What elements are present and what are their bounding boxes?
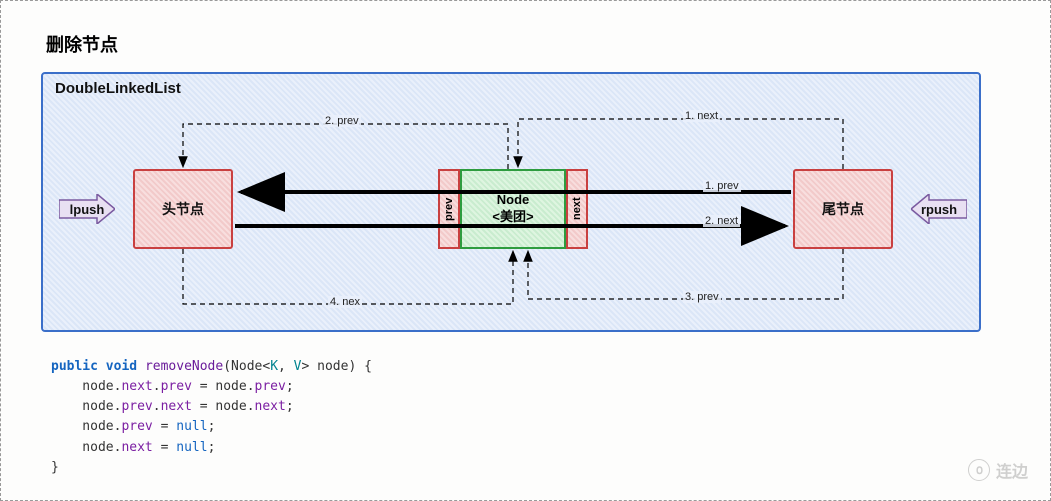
kw-public: public bbox=[51, 359, 98, 374]
l1f: prev bbox=[255, 379, 286, 394]
head-node-label: 头节点 bbox=[162, 199, 204, 219]
l1d: prev bbox=[161, 379, 192, 394]
sig-close: > node) { bbox=[302, 359, 372, 374]
l1e: = node. bbox=[192, 379, 255, 394]
edge-label-2-prev: 2. prev bbox=[323, 115, 361, 127]
l2b: prev bbox=[121, 399, 152, 414]
type-k: K bbox=[270, 359, 278, 374]
l3c: = bbox=[153, 419, 176, 434]
rpush-label: rpush bbox=[921, 202, 957, 217]
l4d: null bbox=[176, 440, 207, 455]
fn-name: removeNode bbox=[145, 359, 223, 374]
watermark: ൦ 连边 bbox=[968, 458, 1028, 482]
sig-open: (Node< bbox=[223, 359, 270, 374]
l2f: next bbox=[255, 399, 286, 414]
l3a: node. bbox=[51, 419, 121, 434]
watermark-text: 连边 bbox=[996, 458, 1028, 482]
kw-void: void bbox=[106, 359, 137, 374]
page-title: 删除节点 bbox=[46, 31, 1020, 57]
edge-label-2-next: 2. next bbox=[703, 215, 740, 227]
l1c: . bbox=[153, 379, 161, 394]
head-node: 头节点 bbox=[133, 169, 233, 249]
tail-node-label: 尾节点 bbox=[822, 199, 864, 219]
diagram-label: DoubleLinkedList bbox=[55, 80, 181, 97]
edge-label-4-nex: 4. nex bbox=[328, 296, 362, 308]
edge-2-prev bbox=[183, 124, 508, 169]
lpush-label: lpush bbox=[70, 202, 105, 217]
l2d: next bbox=[161, 399, 192, 414]
lpush-arrow: lpush bbox=[59, 194, 115, 224]
tail-node: 尾节点 bbox=[793, 169, 893, 249]
l1g: ; bbox=[286, 379, 294, 394]
page-container: 删除节点 DoubleLinkedList lpush rpush 头节点 pr… bbox=[0, 0, 1051, 501]
edge-1-next bbox=[518, 119, 843, 169]
mid-center-line2: <美团> bbox=[492, 209, 533, 226]
mid-center-node: Node <美团> bbox=[460, 169, 566, 249]
l1b: next bbox=[121, 379, 152, 394]
edge-label-3-prev: 3. prev bbox=[683, 291, 721, 303]
code-close: } bbox=[51, 460, 59, 475]
l4a: node. bbox=[51, 440, 121, 455]
mid-center-line1: Node bbox=[497, 192, 530, 209]
code-block: public void removeNode(Node<K, V> node) … bbox=[51, 357, 1020, 478]
watermark-icon: ൦ bbox=[968, 459, 990, 481]
l3e: ; bbox=[208, 419, 216, 434]
l1a: node. bbox=[51, 379, 121, 394]
mid-prev-handle: prev bbox=[438, 169, 460, 249]
mid-node-group: prev Node <美团> next bbox=[438, 169, 588, 249]
l2e: = node. bbox=[192, 399, 255, 414]
l2g: ; bbox=[286, 399, 294, 414]
l4e: ; bbox=[208, 440, 216, 455]
l2c: . bbox=[153, 399, 161, 414]
l4b: next bbox=[121, 440, 152, 455]
mid-next-handle: next bbox=[566, 169, 588, 249]
edge-label-1-prev: 1. prev bbox=[703, 180, 741, 192]
l4c: = bbox=[153, 440, 176, 455]
type-v: V bbox=[294, 359, 302, 374]
l3d: null bbox=[176, 419, 207, 434]
l3b: prev bbox=[121, 419, 152, 434]
rpush-arrow: rpush bbox=[911, 194, 967, 224]
diagram-container: DoubleLinkedList lpush rpush 头节点 prev No… bbox=[41, 72, 981, 332]
sig-mid: , bbox=[278, 359, 294, 374]
edge-label-1-next: 1. next bbox=[683, 110, 720, 122]
l2a: node. bbox=[51, 399, 121, 414]
